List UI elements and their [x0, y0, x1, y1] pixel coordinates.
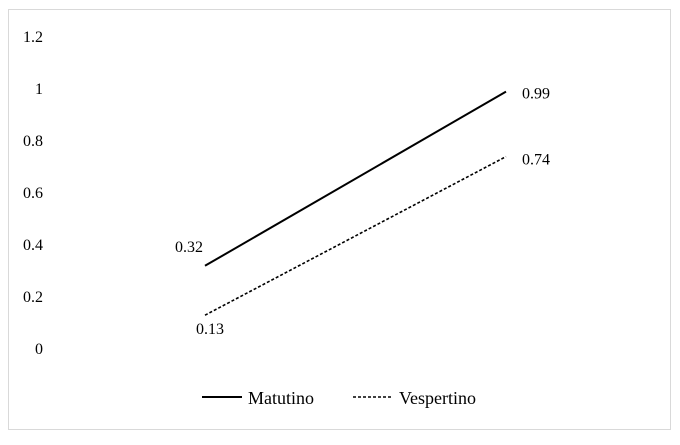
data-label-vespertino-0: 0.13 [196, 321, 224, 338]
chart-border [8, 9, 671, 430]
y-tick-label: 0 [35, 341, 43, 358]
legend: Matutino Vespertino [202, 388, 476, 408]
y-tick-label: 0.8 [23, 133, 43, 150]
y-tick-label: 1 [35, 81, 43, 98]
data-labels: 0.32 0.99 0.13 0.74 [175, 86, 550, 339]
y-tick-label: 0.2 [23, 289, 43, 306]
data-label-matutino-1: 0.99 [522, 86, 550, 103]
legend-label-vespertino: Vespertino [399, 388, 476, 408]
series-line-matutino [204, 90, 507, 267]
legend-label-matutino: Matutino [248, 388, 314, 408]
y-tick-label: 1.2 [23, 29, 43, 46]
data-label-matutino-0: 0.32 [175, 239, 203, 256]
y-tick-label: 0.4 [23, 237, 43, 254]
data-label-vespertino-1: 0.74 [522, 152, 550, 169]
series-line-vespertino [204, 155, 507, 316]
series-lines [204, 90, 507, 316]
y-axis-tick-labels: 0 0.2 0.4 0.6 0.8 1 1.2 [23, 29, 43, 358]
y-tick-label: 0.6 [23, 185, 43, 202]
